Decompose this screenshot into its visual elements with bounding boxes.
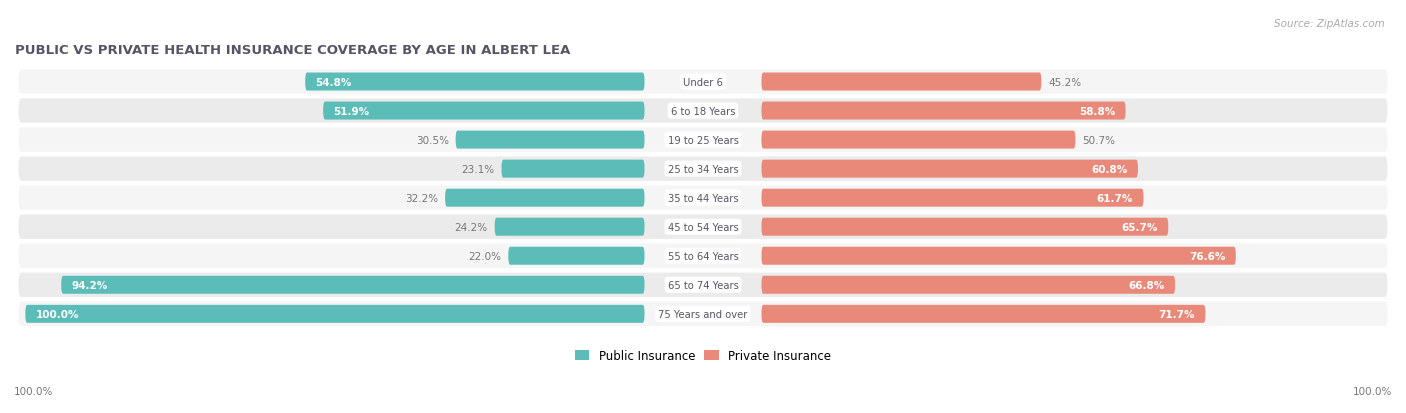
FancyBboxPatch shape: [762, 189, 1143, 207]
FancyBboxPatch shape: [323, 102, 644, 120]
FancyBboxPatch shape: [18, 99, 1388, 123]
Text: 51.9%: 51.9%: [333, 106, 370, 116]
Text: 61.7%: 61.7%: [1097, 193, 1133, 203]
FancyBboxPatch shape: [762, 247, 1236, 265]
FancyBboxPatch shape: [762, 276, 1175, 294]
Text: PUBLIC VS PRIVATE HEALTH INSURANCE COVERAGE BY AGE IN ALBERT LEA: PUBLIC VS PRIVATE HEALTH INSURANCE COVER…: [15, 44, 571, 57]
Text: 75 Years and over: 75 Years and over: [658, 309, 748, 319]
Text: 19 to 25 Years: 19 to 25 Years: [668, 135, 738, 145]
Text: 100.0%: 100.0%: [35, 309, 79, 319]
Text: 22.0%: 22.0%: [468, 251, 502, 261]
Text: 66.8%: 66.8%: [1129, 280, 1164, 290]
Text: 23.1%: 23.1%: [461, 164, 495, 174]
Text: 100.0%: 100.0%: [1353, 387, 1392, 396]
Text: 25 to 34 Years: 25 to 34 Years: [668, 164, 738, 174]
FancyBboxPatch shape: [18, 186, 1388, 210]
FancyBboxPatch shape: [446, 189, 644, 207]
FancyBboxPatch shape: [305, 74, 644, 91]
Text: 6 to 18 Years: 6 to 18 Years: [671, 106, 735, 116]
FancyBboxPatch shape: [762, 160, 1137, 178]
Text: 54.8%: 54.8%: [315, 77, 352, 87]
FancyBboxPatch shape: [502, 160, 644, 178]
Text: 45 to 54 Years: 45 to 54 Years: [668, 222, 738, 232]
FancyBboxPatch shape: [18, 128, 1388, 152]
FancyBboxPatch shape: [495, 218, 644, 236]
Text: 35 to 44 Years: 35 to 44 Years: [668, 193, 738, 203]
Text: 94.2%: 94.2%: [72, 280, 108, 290]
FancyBboxPatch shape: [18, 215, 1388, 239]
FancyBboxPatch shape: [62, 276, 644, 294]
FancyBboxPatch shape: [18, 70, 1388, 95]
Text: 60.8%: 60.8%: [1091, 164, 1128, 174]
Text: 55 to 64 Years: 55 to 64 Years: [668, 251, 738, 261]
Text: Source: ZipAtlas.com: Source: ZipAtlas.com: [1274, 19, 1385, 28]
Text: 50.7%: 50.7%: [1083, 135, 1115, 145]
FancyBboxPatch shape: [762, 218, 1168, 236]
FancyBboxPatch shape: [456, 131, 644, 149]
FancyBboxPatch shape: [762, 102, 1126, 120]
Legend: Public Insurance, Private Insurance: Public Insurance, Private Insurance: [571, 346, 835, 366]
Text: 65 to 74 Years: 65 to 74 Years: [668, 280, 738, 290]
FancyBboxPatch shape: [18, 244, 1388, 268]
Text: 30.5%: 30.5%: [416, 135, 449, 145]
FancyBboxPatch shape: [762, 131, 1076, 149]
Text: 58.8%: 58.8%: [1078, 106, 1115, 116]
Text: 71.7%: 71.7%: [1159, 309, 1195, 319]
Text: 32.2%: 32.2%: [405, 193, 439, 203]
FancyBboxPatch shape: [762, 74, 1042, 91]
FancyBboxPatch shape: [18, 157, 1388, 181]
FancyBboxPatch shape: [25, 305, 644, 323]
Text: 100.0%: 100.0%: [14, 387, 53, 396]
Text: 76.6%: 76.6%: [1189, 251, 1226, 261]
Text: 24.2%: 24.2%: [454, 222, 488, 232]
FancyBboxPatch shape: [18, 273, 1388, 297]
Text: 45.2%: 45.2%: [1049, 77, 1081, 87]
Text: 65.7%: 65.7%: [1122, 222, 1159, 232]
FancyBboxPatch shape: [762, 305, 1205, 323]
FancyBboxPatch shape: [509, 247, 644, 265]
FancyBboxPatch shape: [18, 302, 1388, 326]
Text: Under 6: Under 6: [683, 77, 723, 87]
